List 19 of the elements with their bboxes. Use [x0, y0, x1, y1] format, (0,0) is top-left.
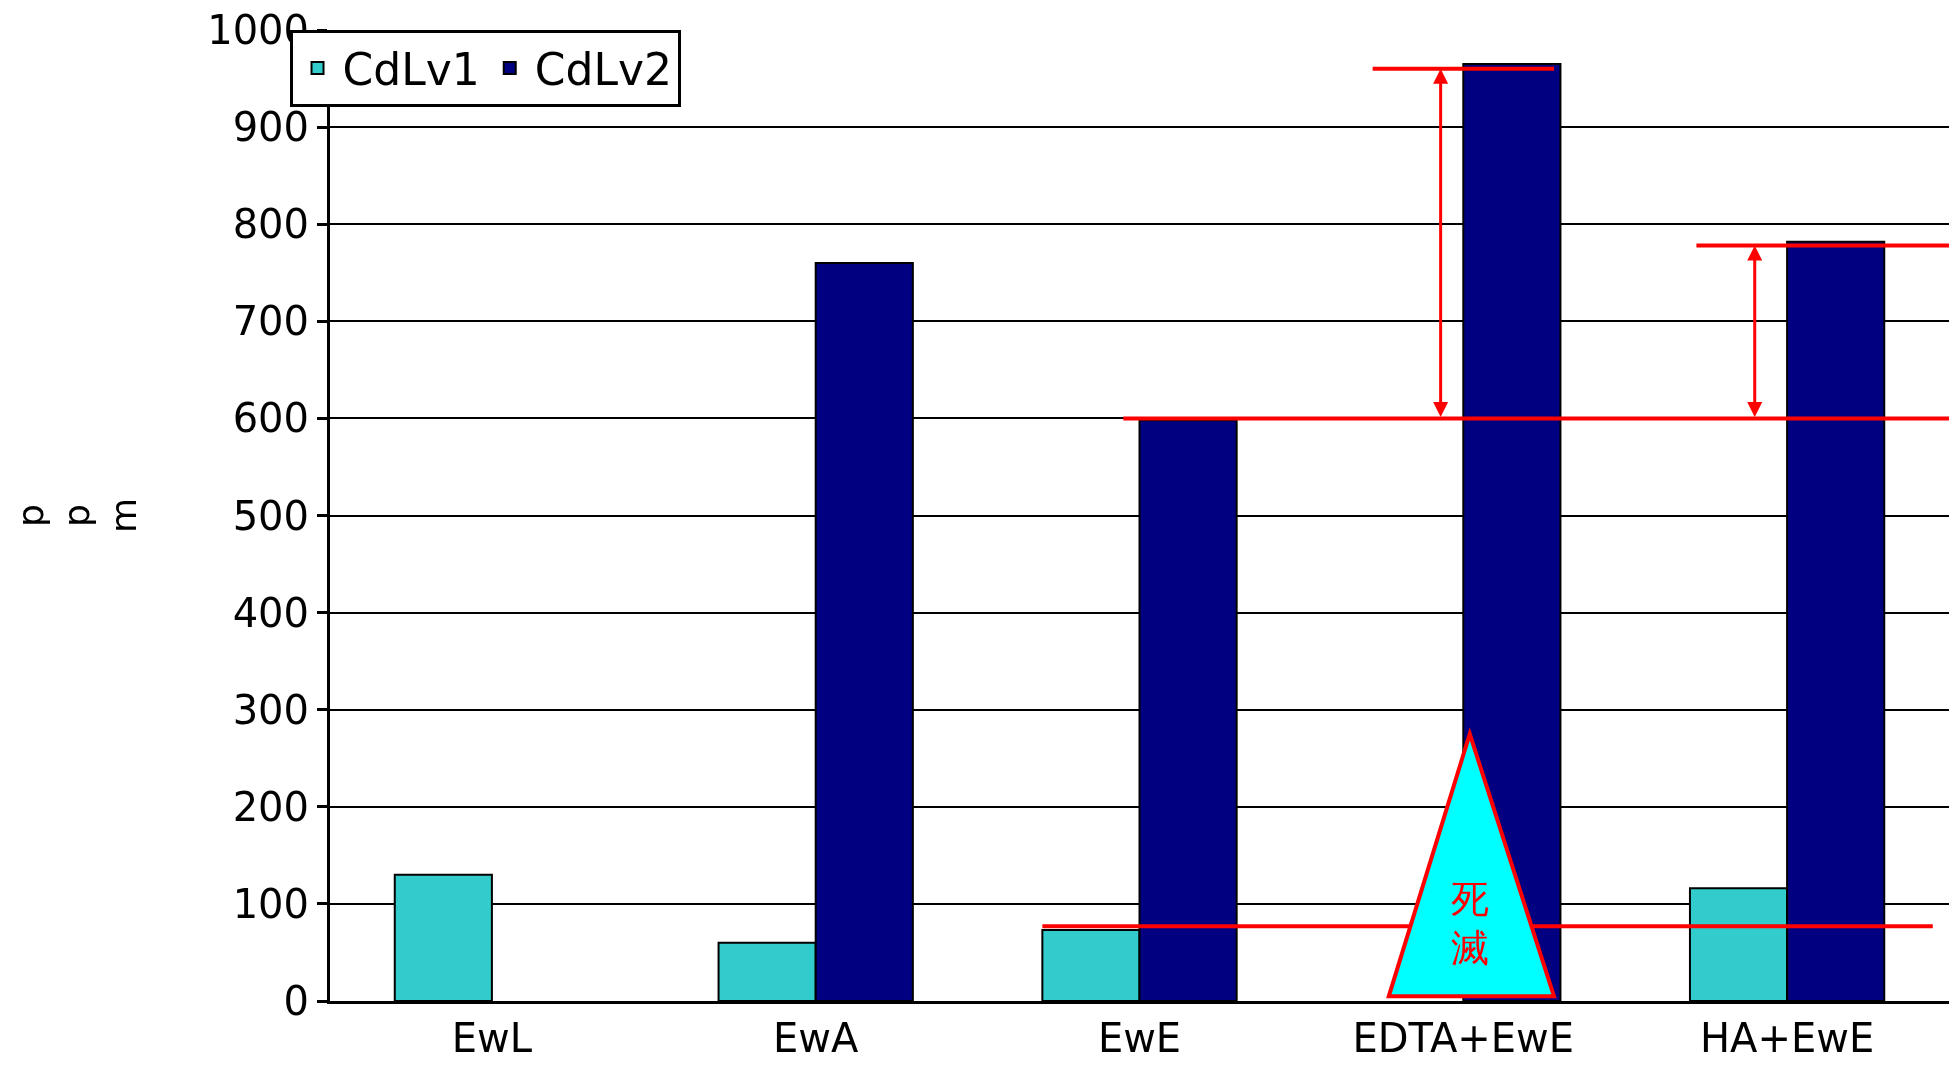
annotation: 死滅: [1451, 877, 1489, 971]
y-tick-label: 200: [232, 783, 309, 830]
y-tick-label: 100: [232, 880, 309, 927]
x-tick-label: EwE: [1097, 1015, 1182, 1061]
x-tick-label: EwA: [773, 1015, 860, 1061]
y-tick-label: 900: [232, 104, 309, 151]
x-tick-label: HA+EwE: [1699, 1015, 1875, 1061]
y-tick-label: 800: [232, 201, 309, 248]
x-tick-label: EDTA+EwE: [1352, 1015, 1575, 1061]
y-tick-label: 600: [232, 395, 309, 442]
y-tick-label: 500: [232, 492, 309, 539]
legend-label: CdLv2: [534, 44, 672, 96]
y-tick-label: 700: [232, 298, 309, 345]
y-tick-label: 0: [283, 978, 309, 1024]
y-axis-title: ppm: [9, 497, 145, 534]
y-tick-label: 300: [232, 686, 309, 733]
x-tick-label: EwL: [451, 1015, 533, 1061]
y-tick-label: 400: [232, 589, 309, 636]
legend-label: CdLv1: [342, 44, 480, 96]
